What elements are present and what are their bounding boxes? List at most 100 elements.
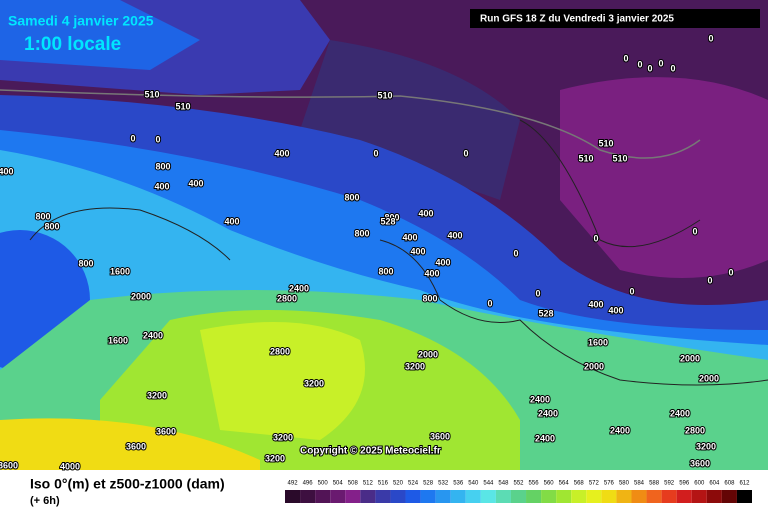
contour-label: 510 xyxy=(612,153,627,163)
legend-tick-label: 576 xyxy=(604,481,615,487)
contour-label: 400 xyxy=(0,166,14,176)
contour-label: 2400 xyxy=(530,394,550,404)
contour-label: 2400 xyxy=(143,330,163,340)
legend-tick-label: 572 xyxy=(589,481,600,487)
contour-label: 510 xyxy=(598,138,613,148)
contour-label: 0 xyxy=(637,59,642,69)
legend-tick-label: 608 xyxy=(724,481,735,487)
contour-label: 800 xyxy=(422,293,437,303)
contour-label: 0 xyxy=(670,63,675,73)
contour-label: 3600 xyxy=(156,426,176,436)
legend-tick-label: 592 xyxy=(664,481,675,487)
contour-label: 3200 xyxy=(265,453,285,463)
contour-label: 2800 xyxy=(685,425,705,435)
legend-swatch xyxy=(526,490,542,503)
legend-tick-label: 500 xyxy=(318,481,329,487)
legend-tick-label: 516 xyxy=(378,481,389,487)
legend-swatch xyxy=(345,490,361,503)
run-info: Run GFS 18 Z du Vendredi 3 janvier 2025 xyxy=(480,14,674,25)
legend-swatch xyxy=(691,490,707,503)
contour-label: 1600 xyxy=(108,335,128,345)
legend-swatch xyxy=(420,490,436,503)
legend-tick-label: 612 xyxy=(739,481,750,487)
legend-tick-label: 580 xyxy=(619,481,630,487)
contour-label: 400 xyxy=(188,178,203,188)
legend-tick-label: 520 xyxy=(393,481,404,487)
legend-swatch xyxy=(375,490,391,503)
legend-tick-label: 508 xyxy=(348,481,359,487)
legend-swatch xyxy=(721,490,737,503)
run-box xyxy=(470,9,760,28)
contour-label: 800 xyxy=(44,221,59,231)
contour-label: 0 xyxy=(623,53,628,63)
legend-tick-label: 568 xyxy=(574,481,585,487)
legend-swatch xyxy=(661,490,677,503)
contour-label: 0 xyxy=(463,148,468,158)
isohypse xyxy=(0,89,701,159)
legend-swatch xyxy=(676,490,692,503)
legend-swatch xyxy=(571,490,587,503)
contour-label: 1600 xyxy=(110,266,130,276)
legend-swatch xyxy=(586,490,602,503)
legend-swatch xyxy=(300,490,316,503)
contour-label: 800 xyxy=(354,228,369,238)
contour-label: 3600 xyxy=(126,441,146,451)
contour-label: 0 xyxy=(513,248,518,258)
contour-label: 510 xyxy=(144,89,159,99)
contour-label: 400 xyxy=(224,216,239,226)
contour-label: 0 xyxy=(155,134,160,144)
legend-swatch xyxy=(480,490,496,503)
contour-label: 3600 xyxy=(690,458,710,468)
legend-swatch xyxy=(556,490,572,503)
field-yellow-green xyxy=(200,322,365,440)
legend-swatch xyxy=(616,490,632,503)
legend-tick-label: 532 xyxy=(438,481,449,487)
coastline xyxy=(29,207,231,261)
field-yellow xyxy=(0,418,260,470)
legend-swatch xyxy=(360,490,376,503)
contour-label: 800 xyxy=(78,258,93,268)
contour-label: 528 xyxy=(380,216,395,226)
field-magenta xyxy=(560,77,768,278)
legend-tick-label: 564 xyxy=(559,481,570,487)
contour-label: 1600 xyxy=(588,337,608,347)
legend-tick-label: 556 xyxy=(529,481,540,487)
legend-swatch xyxy=(646,490,662,503)
contour-label: 800 xyxy=(155,161,170,171)
legend-swatch xyxy=(541,490,557,503)
map-time: 1:00 locale xyxy=(24,34,121,55)
legend-swatch xyxy=(285,490,301,503)
contour-label: 0 xyxy=(593,233,598,243)
legend-swatch xyxy=(390,490,406,503)
legend-tick-label: 524 xyxy=(408,481,419,487)
contour-label: 400 xyxy=(424,268,439,278)
contour-label: 2000 xyxy=(699,373,719,383)
contour-label: 400 xyxy=(410,246,425,256)
legend-swatch xyxy=(706,490,722,503)
contour-label: 2400 xyxy=(670,408,690,418)
legend-tick-label: 560 xyxy=(544,481,555,487)
legend-tick-label: 552 xyxy=(513,481,524,487)
legend-tick-label: 496 xyxy=(303,481,314,487)
legend-swatch xyxy=(330,490,346,503)
footer-title: Iso 0°(m) et z500-z1000 (dam) xyxy=(30,476,225,492)
legend-tick-label: 596 xyxy=(679,481,690,487)
contour-label: 3200 xyxy=(405,361,425,371)
coastline xyxy=(519,119,701,248)
contour-label: 2400 xyxy=(289,283,309,293)
field-blue-nw xyxy=(0,0,200,70)
legend-tick-label: 528 xyxy=(423,481,434,487)
contour-label: 400 xyxy=(447,230,462,240)
copyright: Copyright © 2025 Meteociel.fr xyxy=(300,446,441,457)
legend-swatch xyxy=(405,490,421,503)
footer-lead: (+ 6h) xyxy=(30,495,60,507)
legend-swatch xyxy=(435,490,451,503)
contour-label: 2000 xyxy=(680,353,700,363)
contour-label: 0 xyxy=(535,288,540,298)
contour-label: 0 xyxy=(647,63,652,73)
contour-label: 400 xyxy=(435,257,450,267)
contour-label: 0 xyxy=(629,286,634,296)
contour-label: 2400 xyxy=(610,425,630,435)
